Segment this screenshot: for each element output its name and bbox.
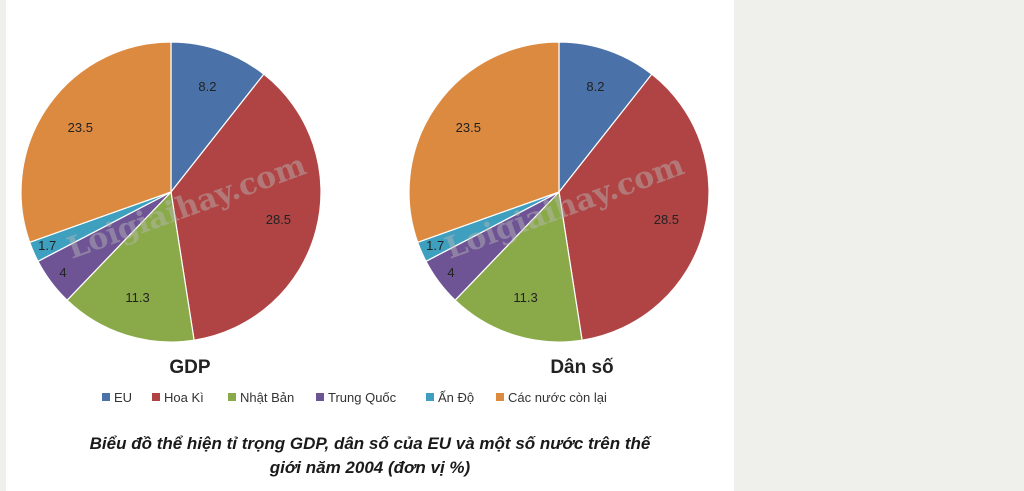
pie-slice [170,41,265,194]
slice-data-label: 1.7 [426,238,444,253]
slice-data-label: 23.5 [456,120,481,135]
slice-data-label: 4 [59,265,66,280]
pie-slice [558,73,710,341]
legend-label: Các nước còn lại [508,390,607,405]
legend-label: Ấn Độ [438,390,474,405]
pie-charts-figure: 8.228.511.341.723.5Loigiaihay.comGDP8.22… [20,41,710,405]
legend-swatch [316,393,324,401]
legend-label: EU [114,390,132,405]
slice-data-label: 4 [447,265,454,280]
slice-data-label: 8.2 [198,79,216,94]
pie-slice [408,41,560,244]
slice-data-label: 23.5 [68,120,93,135]
legend-label: Trung Quốc [328,390,397,405]
slice-data-label: 28.5 [654,212,679,227]
slice-data-label: 11.3 [125,290,149,305]
caption-line-2: giới năm 2004 (đơn vị %) [269,458,471,477]
pie-slice [66,190,195,343]
legend-swatch [152,393,160,401]
legend-swatch [426,393,434,401]
pie-chart-title: Dân số [550,357,614,378]
figure-caption: Biểu đồ thể hiện tỉ trọng GDP, dân số củ… [6,432,734,480]
caption-line-1: Biểu đồ thể hiện tỉ trọng GDP, dân số củ… [89,434,651,453]
pie-slice [558,41,653,194]
pie-slice [454,190,583,343]
slice-data-label: 1.7 [38,238,56,253]
slice-data-label: 11.3 [513,290,537,305]
legend-swatch [102,393,110,401]
legend-swatch [496,393,504,401]
legend-swatch [228,393,236,401]
right-side-panel [734,0,1024,491]
pie-chart-title: GDP [169,357,211,378]
legend-label: Nhật Bản [240,390,294,405]
pie-slice [170,73,322,341]
legend-label: Hoa Kì [164,390,204,405]
slice-data-label: 8.2 [586,79,604,94]
left-margin-strip [0,0,6,491]
chart-legend: EU Hoa Kì Nhật Bản Trung Quốc Ấn Độ Các nước … [102,390,607,405]
slice-data-label: 28.5 [266,212,291,227]
pie-slice [20,41,172,244]
